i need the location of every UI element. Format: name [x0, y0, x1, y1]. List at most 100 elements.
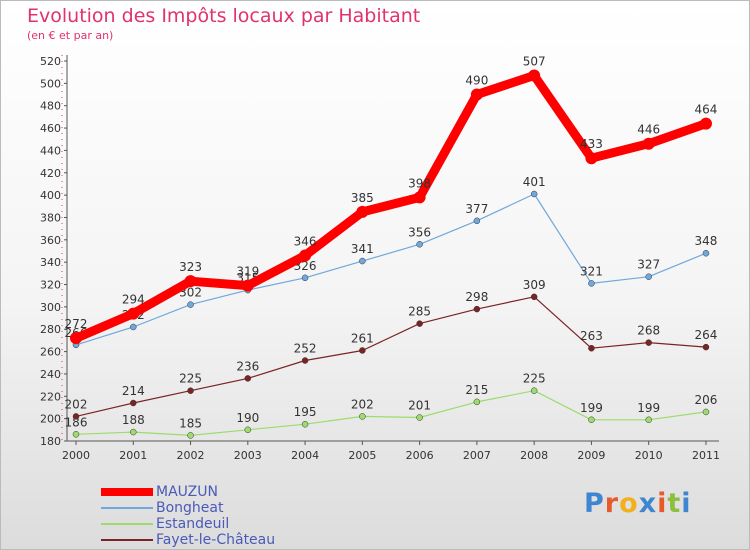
data-point	[127, 307, 140, 320]
series-line-2	[75, 390, 707, 436]
data-label: 464	[695, 103, 718, 117]
data-point	[702, 249, 710, 257]
data-label: 252	[294, 342, 317, 356]
x-tick-label: 2001	[119, 449, 147, 462]
data-label: 199	[580, 401, 603, 415]
y-tick-label: 300	[40, 301, 61, 314]
data-point	[356, 205, 369, 218]
x-tick-label: 2004	[291, 449, 319, 462]
data-label: 507	[523, 55, 546, 69]
y-tick-label: 480	[40, 100, 61, 113]
data-point	[130, 428, 137, 436]
data-point	[473, 398, 481, 406]
data-point	[244, 426, 252, 434]
logo-letter: o	[619, 488, 639, 519]
series-line-3	[75, 296, 707, 417]
data-point	[187, 301, 194, 308]
data-label: 185	[179, 416, 202, 430]
data-label: 190	[236, 411, 259, 425]
data-point	[301, 357, 309, 364]
data-point	[530, 387, 538, 394]
data-point	[187, 432, 194, 439]
data-label: 263	[580, 329, 603, 343]
data-point	[413, 191, 426, 204]
legend-swatch	[101, 507, 153, 509]
data-point	[699, 117, 712, 130]
x-tick-label: 2002	[177, 449, 205, 462]
data-label: 298	[465, 290, 488, 304]
data-label: 202	[65, 397, 88, 411]
data-point	[187, 387, 194, 394]
data-point	[528, 69, 541, 82]
data-label: 323	[179, 260, 202, 274]
data-label: 264	[695, 328, 718, 342]
data-label: 186	[65, 415, 88, 429]
x-tick-label: 2011	[692, 449, 720, 462]
data-point	[301, 420, 309, 428]
logo-letter: x	[638, 488, 658, 519]
y-tick-label: 460	[40, 122, 61, 135]
series-line-1	[75, 193, 707, 346]
y-tick-label: 400	[40, 189, 61, 202]
data-label: 202	[351, 397, 374, 411]
data-point	[642, 137, 655, 150]
y-tick-label: 220	[40, 390, 61, 403]
data-point	[702, 408, 710, 416]
data-point	[299, 249, 312, 262]
data-label: 206	[695, 393, 718, 407]
data-point	[702, 343, 710, 351]
data-label: 199	[637, 401, 660, 415]
data-label: 261	[351, 331, 374, 345]
legend-swatch	[101, 488, 153, 496]
y-tick-label: 440	[40, 144, 61, 157]
x-tick-label: 2006	[406, 449, 434, 462]
data-label: 327	[637, 258, 660, 272]
proxiti-logo: Proxiti	[584, 488, 692, 519]
data-point	[645, 273, 652, 280]
data-label: 272	[65, 317, 88, 331]
x-tick-label: 2007	[463, 449, 491, 462]
logo-letter: r	[604, 488, 620, 519]
data-point	[645, 416, 652, 424]
data-label: 348	[695, 234, 718, 248]
data-label: 341	[351, 242, 374, 256]
data-point	[70, 332, 82, 345]
data-point	[473, 217, 481, 225]
data-point	[130, 399, 137, 407]
y-tick-label: 500	[40, 77, 61, 90]
data-point	[416, 320, 423, 327]
data-point	[530, 293, 538, 301]
data-point	[244, 375, 252, 382]
y-tick-label: 180	[40, 435, 61, 448]
x-tick-label: 2009	[577, 449, 605, 462]
y-tick-label: 420	[40, 167, 61, 180]
data-label: 490	[465, 74, 488, 88]
data-point	[130, 323, 137, 331]
data-point	[359, 413, 366, 420]
data-label: 446	[637, 123, 660, 137]
data-label: 377	[465, 202, 488, 216]
data-label: 268	[637, 324, 660, 338]
data-label: 214	[122, 384, 145, 398]
data-label: 201	[408, 399, 431, 413]
chart-subtitle: (en € et par an)	[27, 29, 114, 42]
y-tick-label: 340	[40, 256, 61, 269]
x-tick-label: 2005	[348, 449, 376, 462]
y-tick-label: 200	[40, 413, 61, 426]
logo-letter: P	[584, 488, 605, 519]
legend-label: Bongheat	[156, 500, 224, 516]
data-point	[416, 414, 423, 421]
x-tick-label: 2010	[635, 449, 663, 462]
series-line-0	[74, 71, 708, 343]
x-tick-label: 2003	[234, 449, 262, 462]
y-tick-label: 520	[40, 55, 61, 68]
legend-label: MAUZUN	[156, 484, 218, 500]
data-label: 319	[236, 265, 259, 279]
data-point	[588, 344, 595, 352]
data-point	[416, 241, 423, 248]
logo-letter: i	[681, 488, 692, 519]
data-label: 401	[523, 175, 546, 189]
data-point	[585, 152, 598, 165]
